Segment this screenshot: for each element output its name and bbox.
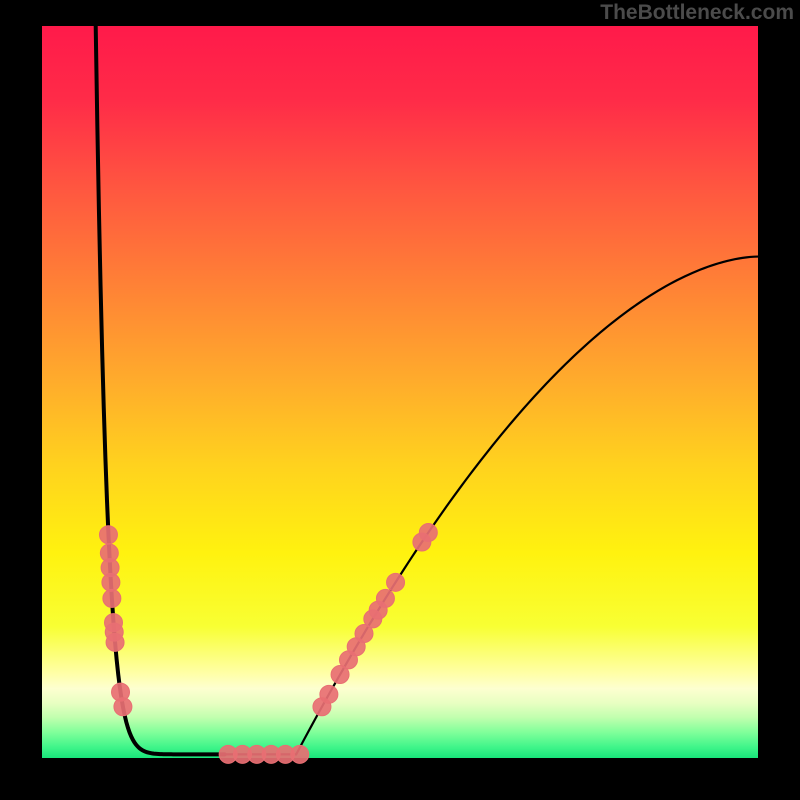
dot xyxy=(320,685,338,703)
dot xyxy=(99,526,117,544)
chart-svg xyxy=(0,0,800,800)
dot xyxy=(387,573,405,591)
chart-container: TheBottleneck.com xyxy=(0,0,800,800)
plot-background xyxy=(42,26,758,758)
dot xyxy=(106,633,124,651)
dot xyxy=(114,698,132,716)
dot xyxy=(291,745,309,763)
dot xyxy=(419,524,437,542)
dot xyxy=(103,589,121,607)
dot xyxy=(102,573,120,591)
dot xyxy=(376,589,394,607)
